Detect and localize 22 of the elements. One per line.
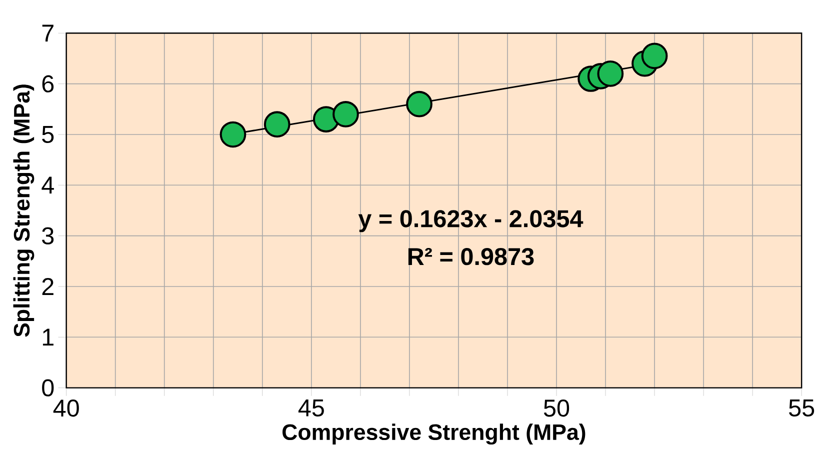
y-tick-label: 2	[42, 278, 54, 295]
x-tick-label: 55	[789, 399, 814, 416]
point	[641, 42, 668, 70]
y-tick-label: 4	[42, 176, 54, 194]
x-tick-label: 45	[298, 399, 324, 416]
point	[406, 90, 432, 118]
annotation: y = 0.1623x - 2.0354	[358, 210, 584, 232]
y-tick-label: 0	[42, 379, 54, 396]
point	[332, 100, 359, 128]
annotation: R² = 0.9873	[408, 248, 534, 266]
y-tick-label: 3	[42, 227, 54, 244]
y-tick-label: 6	[42, 75, 54, 92]
point	[220, 121, 246, 148]
y-tick-label: 5	[42, 126, 54, 143]
point	[264, 111, 290, 138]
y-tick-label: 7	[42, 24, 54, 42]
y-tick-label: 1	[42, 328, 54, 346]
x-tick-label: 40	[53, 399, 79, 417]
x-tick-label: 50	[544, 399, 570, 417]
x-axis-title: Compressive Strenght (MPa)	[282, 424, 586, 444]
point	[597, 60, 624, 87]
y-axis-title: Splitting Strength (MPa)	[13, 84, 34, 337]
